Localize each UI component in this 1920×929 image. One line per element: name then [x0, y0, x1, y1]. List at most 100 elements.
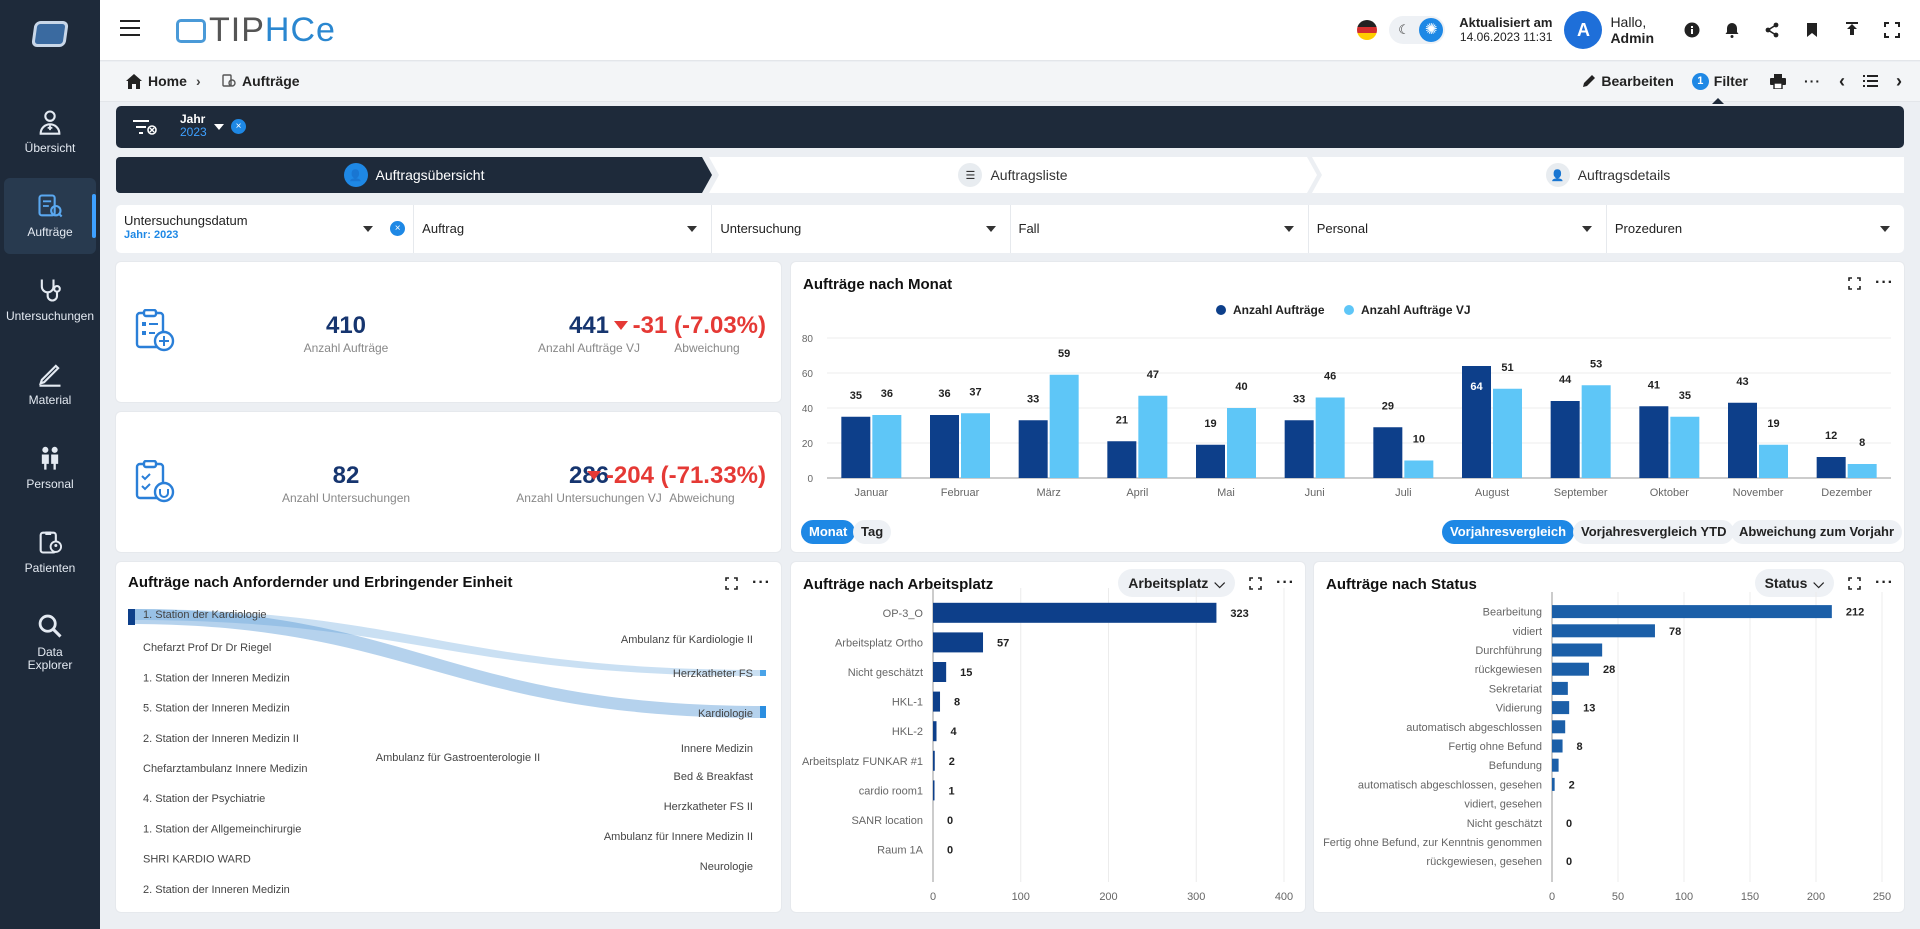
status-select[interactable]: Status ⌵: [1754, 569, 1835, 597]
top-header: TIPHCe ☾ ✺ Aktualisiert am 14.06.2023 11:3…: [100, 0, 1920, 61]
sankey-source-label: 1. Station der Kardiologie: [143, 609, 267, 621]
data-label: 36: [938, 388, 950, 400]
doctor-icon: [39, 110, 61, 135]
app-logo[interactable]: [31, 21, 69, 47]
sankey-source-label: Chefarzt Prof Dr Dr Riegel: [143, 642, 271, 654]
filter-remove-button[interactable]: ×: [231, 119, 246, 134]
dropdown-label: Untersuchung: [720, 221, 802, 236]
sidebar-item-label: Aufträge: [27, 225, 73, 239]
bar: [1227, 408, 1256, 478]
tab-auftragsliste[interactable]: ☰ Auftragsliste: [709, 157, 1317, 193]
menu-icon[interactable]: [120, 20, 140, 36]
dropdown-value: Jahr: 2023: [124, 229, 179, 241]
x-tick-label: Juli: [1395, 487, 1412, 499]
avatar[interactable]: A: [1564, 11, 1603, 49]
chevron-right-icon: ›: [196, 73, 201, 89]
dropdown-untersuchung[interactable]: Untersuchung: [712, 205, 1011, 253]
bell-icon[interactable]: [1712, 10, 1752, 50]
breadcrumb-home-label: Home: [148, 73, 187, 89]
y-tick-label: 40: [802, 404, 814, 415]
dropdown-untersuchungsdatum[interactable]: Untersuchungsdatum Jahr: 2023 ×: [116, 205, 415, 253]
dropdown-fall[interactable]: Fall: [1011, 205, 1309, 253]
expand-icon[interactable]: [1848, 576, 1861, 590]
more-icon[interactable]: ···: [1276, 574, 1295, 591]
sidebar-item-personal[interactable]: Personal: [4, 430, 96, 506]
toggle-vorjahresvergleich-ytd[interactable]: Vorjahresvergleich YTD: [1573, 520, 1735, 544]
bar: [933, 750, 935, 771]
print-icon[interactable]: [1770, 73, 1786, 89]
more-icon[interactable]: ···: [1804, 73, 1821, 89]
expand-icon[interactable]: [1848, 276, 1861, 290]
brand-logo[interactable]: TIPHCe: [176, 11, 336, 50]
tab-auftragsdetails[interactable]: 👤 Auftragsdetails: [1312, 157, 1904, 193]
dropdown-auftrag[interactable]: Auftrag: [414, 205, 713, 253]
list-icon[interactable]: [1863, 75, 1878, 87]
breadcrumb-current-label: Aufträge: [242, 73, 300, 89]
dropdown-personal[interactable]: Personal: [1309, 205, 1607, 253]
data-label: 0: [1566, 818, 1572, 830]
updated-label: Aktualisiert am: [1459, 15, 1553, 30]
sidebar-item-uebersicht[interactable]: Übersicht: [4, 94, 96, 170]
filter-button[interactable]: 1 Filter: [1691, 72, 1748, 104]
edit-button[interactable]: Bearbeiten: [1582, 73, 1674, 89]
bar: [1493, 388, 1522, 478]
data-label: 43: [1736, 376, 1748, 388]
x-tick-label: Februar: [941, 487, 980, 499]
filter-label: Filter: [1713, 73, 1748, 89]
sidebar-item-auftraege[interactable]: Aufträge: [4, 178, 96, 254]
toggle-monat[interactable]: Monat: [801, 520, 856, 544]
clear-icon[interactable]: ×: [390, 221, 406, 236]
legend-label: Anzahl Aufträge VJ: [1361, 303, 1471, 317]
card-sankey: Aufträge nach Anfordernder und Erbringen…: [116, 562, 781, 912]
sidebar-item-material[interactable]: Material: [4, 346, 96, 422]
upload-icon[interactable]: [1832, 10, 1872, 50]
sankey-source-label: SHRI KARDIO WARD: [143, 854, 251, 866]
data-label: 78: [1669, 626, 1681, 638]
language-flag-icon[interactable]: [1357, 20, 1378, 40]
bookmark-icon[interactable]: [1792, 10, 1832, 50]
sidebar-item-untersuchungen[interactable]: Untersuchungen: [4, 262, 96, 338]
sankey-target-label: Herzkatheter FS II: [664, 801, 753, 813]
sankey-target-label: Neurologie: [700, 861, 753, 873]
bar: [1018, 420, 1048, 478]
sidebar-item-patienten[interactable]: Patienten: [4, 514, 96, 590]
dropdown-label: Auftrag: [422, 221, 465, 236]
brand-name-b: HCe: [264, 11, 336, 49]
tab-auftragsuebersicht[interactable]: 👤 Auftragsübersicht: [116, 157, 712, 193]
data-label: 10: [1413, 434, 1425, 446]
filter-chip-jahr[interactable]: Jahr 2023: [180, 113, 207, 139]
info-icon[interactable]: [1672, 10, 1712, 50]
arbeitsplatz-select[interactable]: Arbeitsplatz ⌵: [1118, 569, 1236, 597]
toggle-abweichung-zum-vorjahr[interactable]: Abweichung zum Vorjahr: [1731, 520, 1903, 544]
toggle-tag[interactable]: Tag: [853, 520, 892, 544]
y-tick-label: vidiert: [1513, 626, 1542, 638]
chevron-right-icon[interactable]: ›: [1896, 70, 1902, 91]
sidebar-item-data-explorer[interactable]: Data Explorer: [4, 598, 96, 682]
breadcrumb-home[interactable]: Home: [126, 73, 187, 89]
dropdown-label: Untersuchungsdatum: [124, 213, 248, 228]
theme-toggle[interactable]: ☾ ✺: [1389, 16, 1446, 44]
sankey-target-label: Bed & Breakfast: [674, 771, 754, 783]
caret-down-icon[interactable]: [214, 124, 224, 130]
toggle-vorjahresvergleich[interactable]: Vorjahresvergleich: [1442, 520, 1575, 544]
x-tick-label: August: [1475, 487, 1509, 499]
y-tick-label: Vidierung: [1496, 703, 1542, 715]
y-tick-label: cardio room1: [859, 785, 923, 797]
bar: [1552, 643, 1603, 657]
kpi-abweichung: -31 (-7.03%) Abweichung: [606, 312, 766, 355]
bar: [1552, 758, 1559, 772]
filter-clear-icon[interactable]: [133, 118, 157, 136]
bar: [1552, 701, 1570, 715]
dropdown-prozeduren[interactable]: Prozeduren: [1607, 205, 1904, 253]
more-icon[interactable]: ···: [1875, 274, 1894, 291]
fullscreen-icon[interactable]: [1872, 10, 1912, 50]
expand-icon[interactable]: [1249, 576, 1262, 590]
chevron-left-icon[interactable]: ‹: [1839, 70, 1845, 91]
expand-icon[interactable]: [725, 576, 738, 590]
bar: [1639, 406, 1669, 478]
y-tick-label: Durchführung: [1475, 645, 1542, 657]
more-icon[interactable]: ···: [752, 574, 771, 591]
share-icon[interactable]: [1752, 10, 1792, 50]
more-icon[interactable]: ···: [1875, 574, 1894, 591]
x-tick-label: März: [1036, 487, 1060, 499]
